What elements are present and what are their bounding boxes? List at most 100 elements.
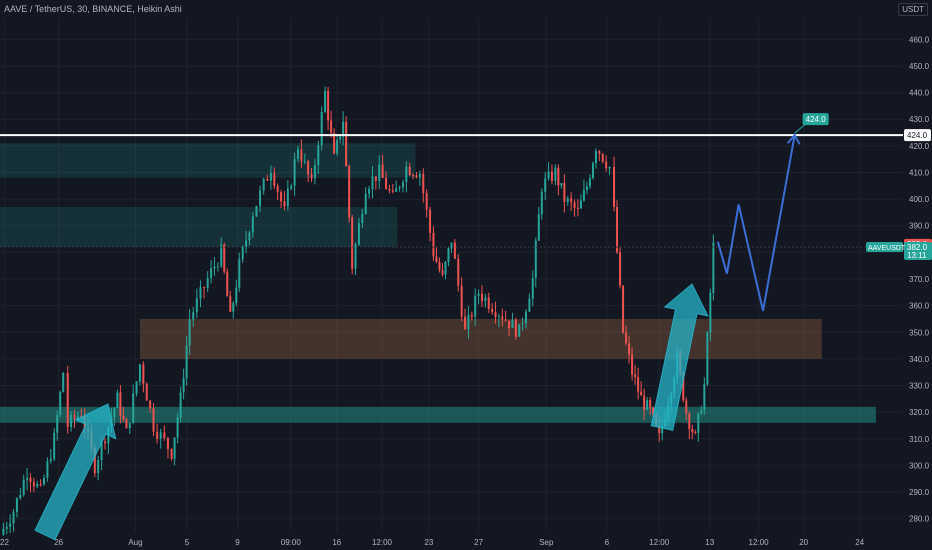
candle-body: [113, 408, 116, 418]
candle-body: [336, 139, 339, 154]
candle-body: [119, 392, 122, 416]
candle-body: [576, 208, 579, 210]
candle-body: [378, 164, 381, 182]
currency-label[interactable]: USDT: [898, 3, 928, 16]
candle-body: [273, 173, 276, 186]
candle-body: [296, 149, 299, 159]
candle-body: [395, 188, 398, 192]
candle-body: [53, 432, 56, 459]
candle-body: [385, 178, 388, 189]
candle-body: [324, 90, 327, 112]
candle-body: [531, 277, 534, 299]
resistance-price-tag: [904, 129, 931, 142]
candle-body: [706, 332, 709, 385]
x-tick-label: 26: [54, 538, 63, 547]
y-tick-label: 310.0: [909, 435, 930, 444]
target-tag[interactable]: [802, 113, 829, 126]
candle-body: [605, 161, 608, 169]
candle-body: [391, 190, 394, 192]
candle-body: [441, 270, 444, 275]
candle-body: [266, 178, 269, 181]
candle-body: [408, 166, 411, 176]
candle-body: [447, 248, 450, 263]
candle-body: [691, 428, 694, 433]
candle-body: [229, 296, 232, 312]
candle-body: [514, 319, 517, 337]
candle-body: [320, 111, 323, 146]
candle-body: [188, 319, 191, 346]
candle-body: [544, 178, 547, 192]
candle-body: [241, 247, 244, 260]
candle-body: [149, 400, 152, 409]
x-tick-label: 20: [799, 538, 808, 547]
y-tick-label: 350.0: [909, 328, 930, 337]
candle-body: [22, 479, 25, 495]
y-tick-label: 290.0: [909, 488, 930, 497]
y-tick-label: 430.0: [909, 115, 930, 124]
y-tick-label: 370.0: [909, 275, 930, 284]
symbol-tag: [866, 242, 903, 253]
candle-body: [345, 121, 348, 167]
candle-body: [192, 312, 195, 320]
candle-body: [464, 316, 467, 330]
candle-body: [537, 214, 540, 241]
candle-body: [179, 392, 182, 418]
candle-body: [518, 324, 521, 337]
candle-body: [238, 259, 241, 288]
resistance-price-label: 424.0: [907, 131, 928, 140]
candle-body: [361, 213, 364, 224]
last-price-countdown: 13:11: [907, 251, 927, 260]
candle-body: [368, 189, 371, 194]
candle-body: [661, 425, 664, 434]
x-tick-label: 12:00: [372, 538, 393, 547]
candle-body: [422, 173, 425, 194]
x-tick-label: 6: [605, 538, 610, 547]
candle-body: [76, 416, 79, 419]
candle-body: [36, 483, 39, 487]
candle-body: [93, 448, 96, 474]
candle-body: [457, 258, 460, 286]
candle-body: [438, 261, 441, 271]
y-tick-label: 330.0: [909, 382, 930, 391]
candle-body: [303, 161, 306, 163]
candle-body: [195, 298, 198, 313]
candle-body: [601, 153, 604, 162]
candle-body: [418, 173, 421, 178]
last-price-tag: [904, 242, 932, 261]
projection-arrowhead: [786, 133, 801, 145]
candle-body: [432, 232, 435, 257]
target-label: 424.0: [806, 115, 827, 124]
y-tick-label: 450.0: [909, 62, 930, 71]
candle-body: [491, 308, 494, 313]
candle-body: [444, 262, 447, 275]
candle-body: [652, 407, 655, 415]
candle-body: [412, 175, 415, 177]
candle-body: [66, 373, 69, 427]
candle-body: [524, 311, 527, 324]
candle-body: [39, 483, 42, 485]
y-tick-label: 410.0: [909, 168, 930, 177]
candle-body: [170, 449, 173, 459]
candle-body: [203, 287, 206, 289]
candle-body: [125, 419, 128, 429]
candle-body: [280, 192, 283, 202]
candle-body: [560, 183, 563, 186]
candle-body: [467, 314, 470, 330]
x-tick-label: 13: [705, 538, 714, 547]
candle-body: [15, 498, 18, 513]
candle-body: [56, 414, 59, 433]
candle-body: [688, 413, 691, 429]
last-price-value: 382.0: [907, 243, 928, 252]
candle-body: [484, 297, 487, 301]
candle-body: [9, 523, 12, 527]
candle-body: [339, 136, 342, 140]
candle-body: [2, 528, 5, 535]
candle-body: [251, 216, 254, 233]
candle-body: [585, 186, 588, 191]
candle-body: [487, 297, 490, 309]
projection-path[interactable]: [716, 135, 796, 312]
candle-body: [159, 432, 162, 439]
candle-body: [354, 244, 357, 269]
